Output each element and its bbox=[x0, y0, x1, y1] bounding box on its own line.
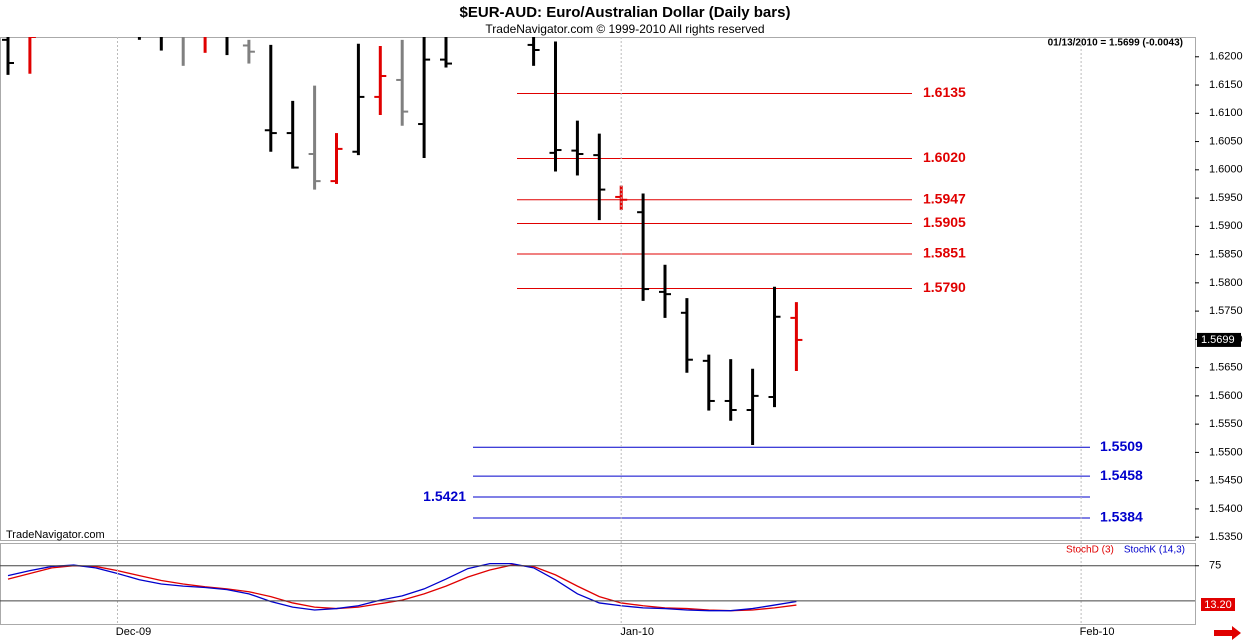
y-tick-label: 1.6200 bbox=[1209, 51, 1243, 63]
stoch-panel bbox=[0, 543, 1196, 625]
y-tick-label: 1.5500 bbox=[1209, 446, 1243, 458]
level-label: 1.6135 bbox=[923, 84, 966, 100]
y-tick-label: 1.5950 bbox=[1209, 192, 1243, 204]
info: 01/13/2010 = 1.5699 (-0.0043) bbox=[1048, 38, 1183, 49]
subtitle: TradeNavigator.com © 1999-2010 All right… bbox=[485, 22, 764, 36]
x-tick-label: Jan-10 bbox=[620, 626, 654, 638]
chart-title: $EUR-AUD: Euro/Australian Dollar (Daily … bbox=[460, 4, 791, 21]
y-tick-label: 1.5350 bbox=[1209, 531, 1243, 543]
scroll-arrow bbox=[1214, 626, 1241, 640]
last-price: 1.5699 bbox=[1201, 334, 1235, 346]
y-tick-label: 1.5600 bbox=[1209, 390, 1243, 402]
y-tick-label: 1.5400 bbox=[1209, 503, 1243, 515]
y-tick-label: 1.5850 bbox=[1209, 248, 1243, 260]
stoch-readout-box bbox=[1201, 598, 1235, 611]
main-panel bbox=[0, 37, 1196, 541]
y-tick-label: 1.6000 bbox=[1209, 164, 1243, 176]
y-tick-label: 1.6150 bbox=[1209, 79, 1243, 91]
stoch-line bbox=[7, 564, 797, 612]
y-tick-label: 1.5550 bbox=[1209, 418, 1243, 430]
y-tick-label: 1.5450 bbox=[1209, 475, 1243, 487]
stoch-line bbox=[7, 562, 797, 612]
stoch-readout: 13.20 bbox=[1204, 599, 1232, 611]
level-label: 1.5509 bbox=[1100, 438, 1143, 454]
level-label: 1.5458 bbox=[1100, 467, 1143, 483]
legend-entry: StochK (14,3) bbox=[1124, 545, 1185, 556]
level-label: 1.5384 bbox=[1100, 509, 1143, 525]
watermark: TradeNavigator.com bbox=[6, 529, 105, 541]
y-tick-label: 75 bbox=[1209, 560, 1221, 572]
y-tick-label: 1.5800 bbox=[1209, 277, 1243, 289]
price-plot bbox=[2, 37, 1090, 519]
level-label: 1.5851 bbox=[923, 245, 966, 261]
x-tick-label: Feb-10 bbox=[1080, 626, 1115, 638]
stoch-plot bbox=[7, 562, 797, 612]
y-tick-label: 1.6050 bbox=[1209, 135, 1243, 147]
last-price-box bbox=[1197, 332, 1241, 347]
legend-entry: StochD (3) bbox=[1066, 545, 1114, 556]
level-label: 1.5790 bbox=[923, 279, 966, 295]
y-tick-label: 1.5650 bbox=[1209, 362, 1243, 374]
level-label: 1.6020 bbox=[923, 149, 966, 165]
level-label: 1.5905 bbox=[923, 214, 966, 230]
y-tick-label: 1.6100 bbox=[1209, 107, 1243, 119]
y-tick-label: 1.5750 bbox=[1209, 305, 1243, 317]
level-label: 1.5421 bbox=[423, 488, 466, 504]
x-tick-label: Dec-09 bbox=[116, 626, 151, 638]
level-label: 1.5947 bbox=[923, 190, 966, 206]
y-tick-label: 1.5900 bbox=[1209, 220, 1243, 232]
